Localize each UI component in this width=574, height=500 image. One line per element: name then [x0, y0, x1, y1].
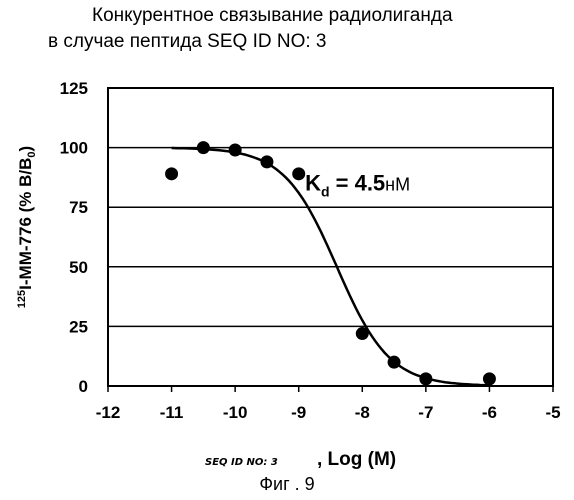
data-point — [260, 155, 273, 168]
x-tick-label: -7 — [418, 403, 433, 422]
x-tick-label: -8 — [355, 403, 370, 422]
x-axis-label: , Log (M) — [317, 449, 396, 470]
y-label-close: ) — [16, 146, 35, 152]
x-tick-label: -12 — [96, 403, 121, 422]
y-tick-label: 0 — [79, 377, 88, 396]
y-label-superscript: 125 — [16, 290, 28, 308]
kd-value: = 4.5 — [330, 171, 386, 196]
x-tick-label: -10 — [223, 403, 248, 422]
y-axis-label: 125I-MM-776 (% B/B0) — [16, 146, 38, 308]
data-point — [197, 141, 210, 154]
x-tick-label: -5 — [545, 403, 560, 422]
y-tick-label: 50 — [69, 258, 88, 277]
data-point — [483, 372, 496, 385]
x-axis-label-handwritten: SEQ ID NO: 3 — [205, 457, 278, 468]
figure-caption: Фиг . 9 — [0, 474, 574, 495]
y-tick-label: 25 — [69, 317, 88, 336]
kd-annotation: Kd = 4.5нМ — [305, 171, 410, 200]
data-point — [292, 167, 305, 180]
data-point — [419, 372, 432, 385]
kd-unit: нМ — [385, 175, 410, 195]
data-point — [356, 327, 369, 340]
data-point — [388, 356, 401, 369]
x-tick-label: -6 — [482, 403, 497, 422]
chart: 0255075100125-12-11-10-9-8-7-6-5 125I-MM… — [0, 0, 574, 470]
x-tick-label: -11 — [160, 403, 184, 422]
axis-ticks: 0 25 50 75 100 125 -12 -11 -10 -9 -8 -7 -6 -5 — [60, 79, 561, 422]
y-tick-label: 75 — [69, 198, 88, 217]
y-tick-label: 100 — [60, 139, 88, 158]
kd-symbol: K — [305, 171, 321, 196]
x-tick-label: -9 — [291, 403, 306, 422]
y-tick-label: 125 — [60, 79, 88, 98]
data-point — [229, 143, 242, 156]
plot-frame — [108, 88, 553, 386]
y-label-main: I-MM-776 (% B/B — [16, 158, 35, 290]
data-point — [165, 167, 178, 180]
kd-subscript: d — [321, 184, 330, 200]
